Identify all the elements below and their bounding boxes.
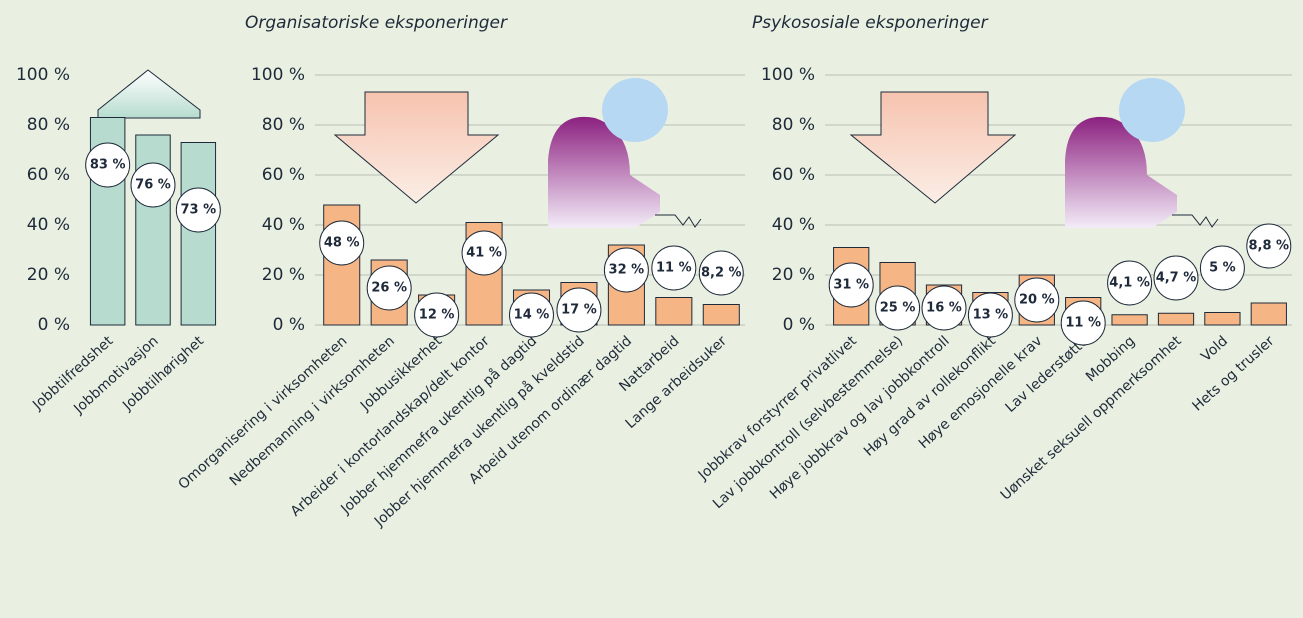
value-label: 5 % xyxy=(1209,261,1236,276)
y-tick-label: 100 % xyxy=(251,65,305,85)
value-badge xyxy=(556,287,602,333)
value-badge xyxy=(366,265,412,311)
y-tick-label: 60 % xyxy=(262,165,305,185)
value-badge xyxy=(414,292,460,338)
x-tick-label: Jobbtilhørighet xyxy=(119,333,207,415)
x-tick-label: Jobbusikkerhet xyxy=(357,333,446,415)
value-badge xyxy=(175,187,221,233)
value-badge xyxy=(603,247,649,293)
value-badge xyxy=(651,245,697,291)
y-tick-label: 40 % xyxy=(27,215,70,235)
y-tick-label: 100 % xyxy=(761,65,815,85)
y-tick-label: 0 % xyxy=(38,315,70,335)
y-tick-label: 80 % xyxy=(262,115,305,135)
bar xyxy=(1111,314,1148,326)
y-tick-label: 100 % xyxy=(16,65,70,85)
value-badge xyxy=(967,292,1013,338)
bar xyxy=(1250,302,1287,326)
value-badge xyxy=(509,292,554,338)
x-tick-label: Jobbtilfredshet xyxy=(29,333,117,414)
y-tick-label: 20 % xyxy=(27,265,70,285)
down-arrow xyxy=(333,91,500,204)
value-badge xyxy=(85,142,131,188)
figure xyxy=(548,78,702,228)
x-tick-label: Lav lederstøtte xyxy=(1003,333,1092,416)
value-label: 31 % xyxy=(833,278,869,293)
value-badge xyxy=(319,220,365,266)
value-badge xyxy=(1107,260,1153,306)
bar xyxy=(1157,312,1195,326)
y-tick-label: 40 % xyxy=(772,215,815,235)
y-tick-label: 0 % xyxy=(783,315,815,335)
value-badge xyxy=(461,230,507,276)
value-badge xyxy=(130,162,176,208)
y-tick-label: 0 % xyxy=(273,315,305,335)
value-label: 76 % xyxy=(135,178,171,193)
value-label: 4,7 % xyxy=(1156,271,1197,286)
value-label: 8,8 % xyxy=(1249,239,1290,254)
y-tick-label: 60 % xyxy=(772,165,815,185)
decorations xyxy=(97,69,1219,228)
value-label: 26 % xyxy=(371,281,407,296)
value-badge xyxy=(698,250,744,296)
value-badge xyxy=(1246,223,1292,269)
y-tick-label: 20 % xyxy=(772,265,815,285)
value-label: 41 % xyxy=(466,246,502,261)
value-badge xyxy=(921,285,967,331)
value-badge xyxy=(875,285,921,331)
value-label: 13 % xyxy=(973,308,1009,323)
y-tick-label: 80 % xyxy=(772,115,815,135)
value-label: 11 % xyxy=(1065,316,1101,331)
value-label: 73 % xyxy=(181,203,217,218)
value-label: 25 % xyxy=(880,301,916,316)
value-label: 17 % xyxy=(561,303,597,318)
value-badge xyxy=(1199,245,1245,291)
value-label: 32 % xyxy=(609,263,645,278)
x-tick-label: Høye jobbkrav og lav jobbkontroll xyxy=(767,333,953,502)
x-tick-label: Lav jobbkontroll (selvbestemmelse) xyxy=(710,333,906,512)
value-badge xyxy=(828,262,874,308)
y-tick-label: 40 % xyxy=(262,215,305,235)
value-badge xyxy=(1014,277,1060,323)
value-label: 16 % xyxy=(926,301,962,316)
bar xyxy=(1204,312,1241,326)
bar xyxy=(655,297,693,326)
panel-title: Organisatoriske eksponeringer xyxy=(245,13,508,33)
bar xyxy=(702,304,740,326)
up-arrow xyxy=(97,69,201,119)
value-label: 8,2 % xyxy=(701,266,742,281)
y-tick-label: 80 % xyxy=(27,115,70,135)
panel-title: Psykososiale eksponeringer xyxy=(752,13,989,33)
value-badge xyxy=(1060,300,1106,346)
value-label: 20 % xyxy=(1019,293,1055,308)
y-tick-label: 60 % xyxy=(27,165,70,185)
figure xyxy=(1065,78,1219,228)
value-label: 4,1 % xyxy=(1109,276,1150,291)
value-label: 12 % xyxy=(419,308,455,323)
value-label: 14 % xyxy=(514,308,550,323)
value-label: 11 % xyxy=(656,261,692,276)
x-tick-label: Hets og trusler xyxy=(1190,333,1278,415)
value-label: 48 % xyxy=(324,236,360,251)
value-label: 83 % xyxy=(90,158,126,173)
x-tick-label: Vold xyxy=(1198,333,1231,365)
x-tick-label: Omorganisering i virksomheten xyxy=(175,333,350,493)
value-badge xyxy=(1153,255,1199,301)
down-arrow xyxy=(849,91,1017,204)
bar xyxy=(180,142,217,326)
y-tick-label: 20 % xyxy=(262,265,305,285)
